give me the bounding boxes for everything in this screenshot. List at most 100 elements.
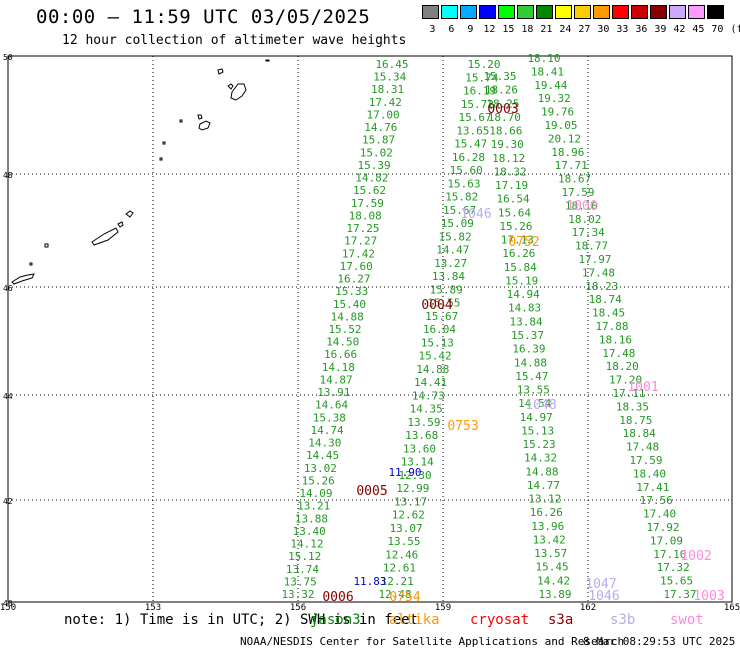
swh-value: 19.30 [491,138,524,151]
legend-label: 30 [597,24,610,35]
swh-value: 14.41 [414,376,447,389]
swh-value: 18.75 [619,414,652,427]
swh-value: 14.45 [306,449,339,462]
footer-credit: NOAA/NESDIS Center for Satellite Applica… [240,635,625,648]
swh-value: 18.35 [616,400,649,413]
swh-value: 15.23 [523,438,556,451]
legend-label: 36 [635,24,648,35]
swh-value: 15.35 [483,70,516,83]
swh-value: 18.32 [494,165,527,178]
pass-time-label: 1001 [627,380,658,395]
pass-time-stamps: 0003 0004 0005 0006 0752 0753 0754 1046 1048 1047… [322,102,724,605]
swh-value: 13.88 [295,512,328,525]
satellite-label-altika: altika [389,612,440,628]
swh-value: 17.11 [612,387,645,400]
page-title: 00:00 – 11:59 UTC 03/05/2025 [36,6,371,28]
island-14 [11,273,35,285]
swh-value: 15.33 [335,285,368,298]
swh-value: 14.88 [525,465,558,478]
swh-value: 15.12 [288,550,321,563]
swh-value: 15.34 [373,71,406,84]
swh-value: 12.61 [383,562,416,575]
island-7 [162,141,166,145]
swh-value: 13.84 [509,315,542,328]
swh-value: 14.64 [315,399,348,412]
swh-value: 15.20 [467,58,500,71]
swh-value: 15.38 [313,411,346,424]
swh-value: 15.47 [454,138,487,151]
legend-swatch [669,5,686,19]
pass-time-label: 0005 [356,484,387,499]
swh-value: 14.54 [518,397,551,410]
altimeter-tracks: 16.4515.3418.3117.4217.0014.7615.8715.02… [281,52,696,601]
swh-value: 17.71 [555,159,588,172]
swh-value: 15.19 [505,274,538,287]
swh-value: 14.87 [319,373,352,386]
swh-value: 18.23 [585,280,618,293]
island-8 [159,157,163,161]
swh-value: 15.82 [439,230,472,243]
swh-value: 14.88 [514,356,547,369]
swh-value: 14.94 [507,288,540,301]
swh-value: 18.84 [623,427,656,440]
legend-label: 6 [448,24,455,35]
swh-value: 16.27 [337,273,370,286]
legend-swatch [555,5,572,19]
swh-value: 15.26 [499,220,532,233]
swh-value: 18.41 [531,65,564,78]
swh-value: 18.67 [558,173,591,186]
swh-value: 16.45 [375,58,408,71]
map-border [7,55,733,603]
swh-value: 12.62 [392,509,425,522]
swh-value: 17.59 [629,454,662,467]
swh-value: 13.55 [517,384,550,397]
map-grid [7,55,733,603]
swh-value: 17.42 [369,96,402,109]
page-subtitle: 12 hour collection of altimeter wave hei… [62,33,407,48]
swh-value: 14.42 [537,574,570,587]
legend-swatch [498,5,515,19]
swh-value: 15.63 [447,177,480,190]
island-10 [91,227,119,246]
pass-time-label: 0752 [508,235,539,250]
footer-note: note: 1) Time is in UTC; 2) SWH is in fe… [64,612,419,628]
swh-value: 13.14 [401,456,434,469]
swh-value: 13.65 [456,124,489,137]
swh-value: 17.00 [366,108,399,121]
swh-value: 18.45 [592,307,625,320]
swh-value: 12.99 [396,482,429,495]
lat-tick-label: 40 [3,599,13,608]
swh-value: 16.26 [530,506,563,519]
legend-swatch [574,5,591,19]
swh-value: 17.59 [351,197,384,210]
coastline-islands [11,59,270,285]
swh-value: 12.46 [385,548,418,561]
swh-value: 15.09 [441,217,474,230]
swh-value: 15.67 [425,310,458,323]
lat-tick-label: 50 [3,53,13,62]
legend-swatch [479,5,496,19]
swh-value: 13.57 [534,547,567,560]
lat-tick-label: 44 [3,392,13,401]
swh-value: 17.40 [643,508,676,521]
pass-time-label: 1046 [460,207,491,222]
swh-value: 14.76 [364,121,397,134]
swh-value: 20.12 [548,132,581,145]
legend-label: 24 [559,24,572,35]
lon-tick-label: 165 [724,603,740,613]
swh-value: 15.42 [418,350,451,363]
swh-value: 13.55 [387,535,420,548]
swh-value: 17.42 [342,247,375,260]
swh-value: 17.09 [650,534,683,547]
swh-value: 15.39 [358,159,391,172]
lon-tick-label: 156 [290,603,306,613]
legend-swatch [707,5,724,19]
lon-tick-label: 162 [580,603,596,613]
swh-value: 15.82 [445,191,478,204]
island-5 [197,114,203,120]
swh-value: 19.32 [538,92,571,105]
swh-value: 17.60 [340,260,373,273]
legend-label: (ft) [730,24,740,35]
swh-value: 15.37 [511,329,544,342]
